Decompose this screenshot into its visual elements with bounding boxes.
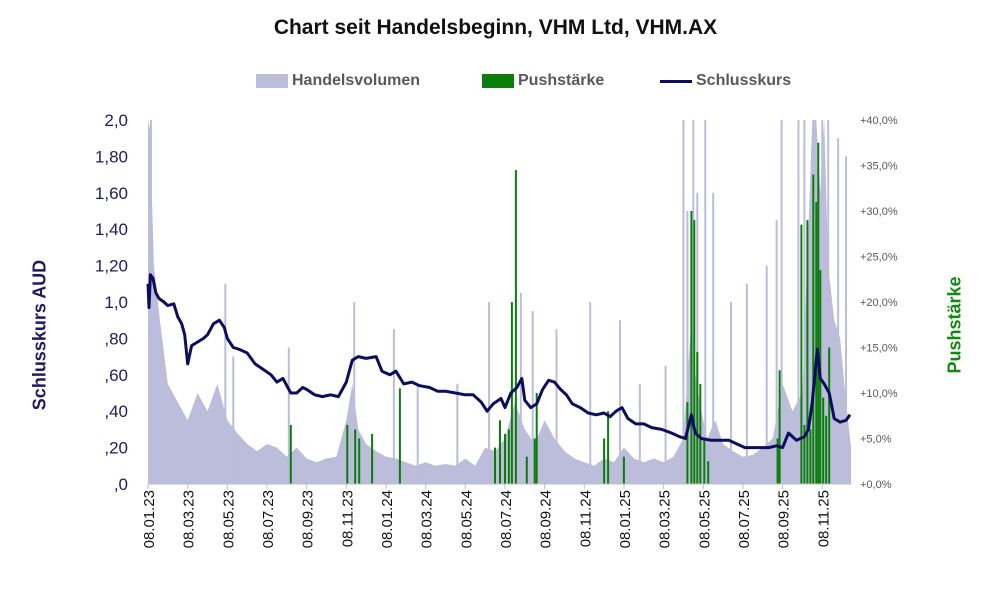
y-left-tick-label: 1,80 bbox=[95, 147, 128, 166]
push-bar bbox=[504, 433, 506, 484]
push-bar bbox=[776, 438, 779, 484]
push-bar bbox=[693, 220, 696, 484]
y-right-tick-label: +0,0% bbox=[860, 479, 892, 491]
legend-swatch-volume bbox=[256, 74, 288, 88]
y-left-tick-label: 1,60 bbox=[95, 184, 128, 203]
y-left-tick-label: ,80 bbox=[104, 329, 128, 348]
push-bar bbox=[507, 429, 510, 484]
x-tick-label: 08.07.23 bbox=[260, 490, 277, 548]
push-bar bbox=[354, 429, 357, 484]
y-left-tick-label: 1,0 bbox=[104, 293, 128, 312]
x-tick-label: 08.11.23 bbox=[339, 490, 356, 547]
y-left-tick-label: ,40 bbox=[104, 402, 128, 421]
push-bar bbox=[494, 447, 496, 484]
legend-swatch-push bbox=[482, 74, 514, 88]
x-tick-label: 08.01.24 bbox=[379, 490, 396, 548]
y-left-tick-label: 2,0 bbox=[104, 111, 128, 130]
push-bar bbox=[371, 433, 374, 484]
y-right-tick-label: +10,0% bbox=[860, 388, 898, 400]
push-bar bbox=[533, 438, 536, 484]
close-line bbox=[146, 273, 852, 450]
legend-swatch-close bbox=[660, 79, 692, 83]
x-tick-label: 08.11.25 bbox=[815, 490, 832, 547]
push-bars-layer bbox=[289, 142, 831, 485]
legend-label-volume: Handelsvolumen bbox=[292, 72, 421, 89]
push-bar bbox=[622, 456, 625, 484]
legend: Handelsvolumen Pushstärke Schlusskurs bbox=[0, 72, 991, 96]
x-tick-label: 08.09.25 bbox=[776, 490, 793, 548]
x-tick-label: 08.03.24 bbox=[419, 490, 436, 548]
push-bar bbox=[699, 383, 702, 484]
push-bar bbox=[815, 201, 818, 484]
x-tick-label: 08.05.23 bbox=[220, 490, 237, 548]
volume-spikes-layer bbox=[149, 120, 848, 484]
push-bar bbox=[822, 397, 825, 484]
close-line-layer bbox=[146, 273, 852, 450]
y-right-tick-label: +35,0% bbox=[860, 161, 898, 173]
y-right-tick-label: +15,0% bbox=[860, 343, 898, 355]
push-bar bbox=[703, 438, 706, 484]
push-bar bbox=[603, 438, 606, 484]
x-tick-label: 08.11.24 bbox=[577, 490, 594, 547]
push-bar bbox=[514, 170, 517, 484]
y-right-tick-label: +40,0% bbox=[860, 115, 898, 127]
push-bar bbox=[690, 211, 693, 484]
push-bar bbox=[806, 220, 809, 484]
push-bar bbox=[535, 393, 538, 484]
legend-item-volume: Handelsvolumen bbox=[256, 72, 420, 90]
push-bar bbox=[817, 142, 820, 485]
push-bar bbox=[812, 174, 815, 484]
legend-label-close: Schlusskurs bbox=[696, 72, 792, 89]
x-tick-label: 08.03.23 bbox=[181, 490, 198, 548]
legend-label-push: Pushstärke bbox=[518, 72, 605, 89]
x-tick-label: 08.09.23 bbox=[300, 490, 317, 548]
x-tick-label: 08.05.24 bbox=[458, 490, 475, 548]
x-tick-label: 08.07.24 bbox=[498, 490, 515, 548]
chart-title: Chart seit Handelsbeginn, VHM Ltd, VHM.A… bbox=[273, 16, 718, 39]
y-left-tick-label: 1,20 bbox=[95, 257, 128, 276]
axes-layer: ,0 ,20 ,40 ,60 ,80 1,0 1,20 1,40 1,60 1,80 2,0 +0,0… bbox=[95, 111, 898, 548]
y-left-tick-label: 1,40 bbox=[95, 220, 128, 239]
x-tick-label: 08.07.25 bbox=[736, 490, 753, 548]
y-left-tick-label: ,20 bbox=[104, 439, 128, 458]
legend-item-push: Pushstärke bbox=[482, 72, 604, 90]
push-bar bbox=[499, 420, 501, 484]
push-bar bbox=[607, 411, 610, 484]
y-right-tick-label: +25,0% bbox=[860, 252, 898, 264]
push-bar bbox=[358, 438, 361, 484]
push-bar bbox=[800, 224, 803, 484]
x-tick-label: 08.01.23 bbox=[141, 490, 158, 548]
y-right-tick-label: +20,0% bbox=[860, 297, 898, 309]
push-bar bbox=[398, 388, 401, 484]
push-bar bbox=[289, 424, 292, 484]
x-tick-label: 08.03.25 bbox=[657, 490, 674, 548]
push-bar bbox=[686, 402, 689, 484]
x-tick-label: 08.09.24 bbox=[538, 490, 555, 548]
push-bar bbox=[696, 352, 699, 484]
y-right-tick-label: +30,0% bbox=[860, 206, 898, 218]
x-tick-label: 08.01.25 bbox=[617, 490, 634, 548]
push-bar bbox=[828, 347, 831, 484]
push-bar bbox=[525, 456, 528, 484]
y-left-tick-label: ,0 bbox=[114, 475, 128, 494]
push-bar bbox=[778, 370, 781, 485]
legend-item-close: Schlusskurs bbox=[660, 72, 791, 90]
push-bar bbox=[803, 424, 806, 484]
push-bar bbox=[346, 424, 349, 484]
push-bar bbox=[825, 415, 828, 485]
y-right-tick-label: +5,0% bbox=[860, 434, 892, 446]
y-left-tick-label: ,60 bbox=[104, 366, 128, 385]
push-bar bbox=[707, 461, 710, 485]
push-bar bbox=[809, 429, 812, 484]
x-tick-label: 08.05.25 bbox=[696, 490, 713, 548]
